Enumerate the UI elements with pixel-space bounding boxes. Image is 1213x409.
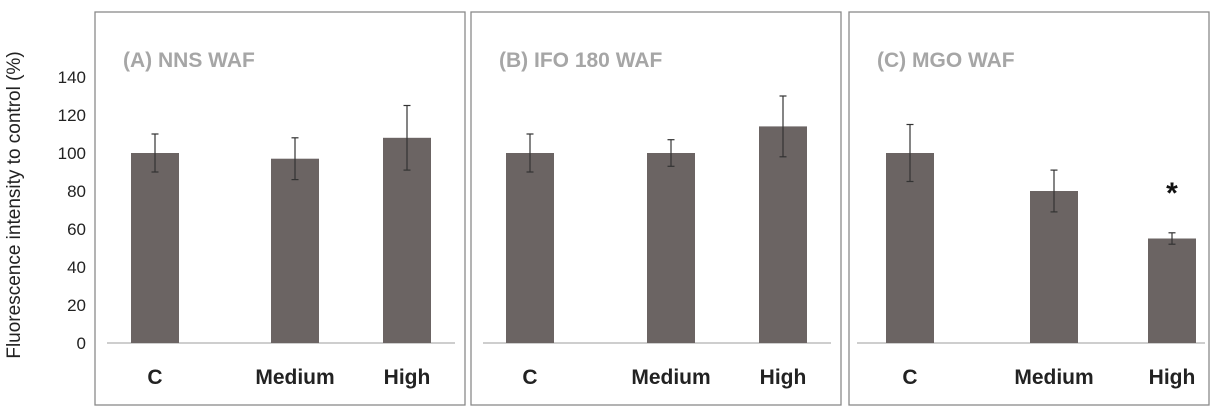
panel-title-2: (B) IFO 180 WAF (499, 49, 663, 72)
category-label: High (1149, 366, 1196, 389)
y-tick-label: 40 (67, 258, 86, 277)
bar-high (759, 126, 807, 344)
category-label: Medium (631, 366, 710, 389)
significance-marker: * (1166, 177, 1178, 210)
y-tick-label: 0 (77, 334, 86, 353)
category-label: High (384, 366, 431, 389)
bar-c (131, 153, 179, 343)
category-label: C (902, 366, 917, 389)
y-tick-label: 60 (67, 220, 86, 239)
category-label: High (760, 366, 807, 389)
y-tick-label: 20 (67, 296, 86, 315)
bar-high (1148, 238, 1196, 343)
panel-frame-2 (470, 11, 842, 406)
category-label: C (522, 366, 537, 389)
bar-medium (271, 158, 319, 343)
y-tick-label: 100 (58, 144, 86, 163)
category-label: C (147, 366, 162, 389)
bar-c (506, 153, 554, 343)
bar-medium (1030, 191, 1078, 343)
panel-title-1: (A) NNS WAF (123, 49, 255, 72)
panel-frame-3 (848, 11, 1210, 406)
panel-frame-1 (94, 11, 466, 406)
y-tick-label: 80 (67, 182, 86, 201)
bar-c (886, 153, 934, 343)
panel-title-3: (C) MGO WAF (877, 49, 1015, 72)
category-label: Medium (1014, 366, 1093, 389)
y-tick-label: 140 (58, 68, 86, 87)
bar-medium (647, 153, 695, 343)
category-label: Medium (255, 366, 334, 389)
y-tick-label: 120 (58, 106, 86, 125)
bar-high (383, 137, 431, 343)
